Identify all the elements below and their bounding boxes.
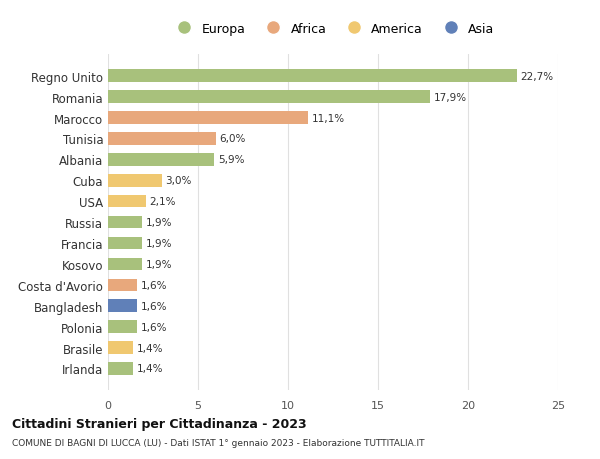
- Text: 1,6%: 1,6%: [140, 301, 167, 311]
- Bar: [108, 237, 142, 250]
- Text: 1,9%: 1,9%: [146, 259, 172, 269]
- Text: 1,9%: 1,9%: [146, 239, 172, 248]
- Bar: [108, 91, 430, 104]
- Bar: [108, 300, 137, 312]
- Text: 22,7%: 22,7%: [520, 72, 553, 82]
- Text: 11,1%: 11,1%: [311, 113, 344, 123]
- Text: 1,6%: 1,6%: [140, 322, 167, 332]
- Bar: [108, 216, 142, 229]
- Bar: [108, 258, 142, 271]
- Bar: [108, 196, 146, 208]
- Text: Cittadini Stranieri per Cittadinanza - 2023: Cittadini Stranieri per Cittadinanza - 2…: [12, 417, 307, 430]
- Text: 5,9%: 5,9%: [218, 155, 244, 165]
- Bar: [108, 133, 216, 146]
- Text: 1,4%: 1,4%: [137, 343, 163, 353]
- Bar: [108, 341, 133, 354]
- Bar: [108, 154, 214, 166]
- Text: 1,6%: 1,6%: [140, 280, 167, 290]
- Text: 3,0%: 3,0%: [166, 176, 192, 186]
- Bar: [108, 363, 133, 375]
- Text: 1,4%: 1,4%: [137, 364, 163, 374]
- Legend: Europa, Africa, America, Asia: Europa, Africa, America, Asia: [167, 18, 499, 41]
- Bar: [108, 70, 517, 83]
- Text: 1,9%: 1,9%: [146, 218, 172, 228]
- Text: 2,1%: 2,1%: [149, 197, 176, 207]
- Bar: [108, 279, 137, 291]
- Bar: [108, 321, 137, 333]
- Text: 17,9%: 17,9%: [434, 92, 467, 102]
- Bar: [108, 112, 308, 124]
- Bar: [108, 174, 162, 187]
- Text: 6,0%: 6,0%: [220, 134, 246, 144]
- Text: COMUNE DI BAGNI DI LUCCA (LU) - Dati ISTAT 1° gennaio 2023 - Elaborazione TUTTIT: COMUNE DI BAGNI DI LUCCA (LU) - Dati IST…: [12, 438, 425, 447]
